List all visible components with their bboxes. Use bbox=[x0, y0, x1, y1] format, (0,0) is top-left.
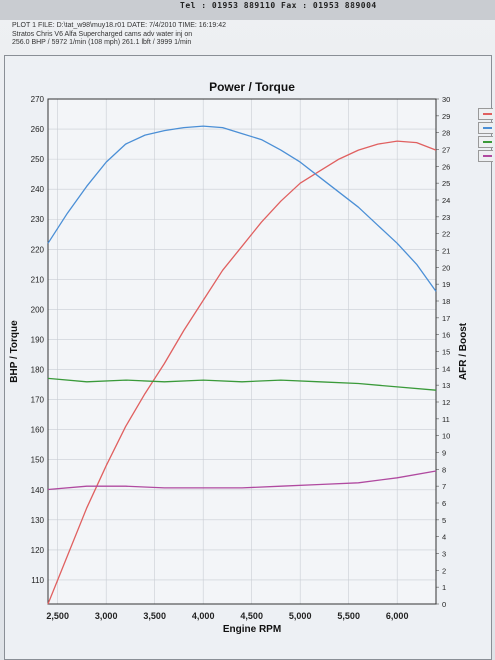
y-left-tick-label: 150 bbox=[31, 456, 45, 465]
y-left-tick-label: 230 bbox=[31, 215, 45, 224]
y-right-tick-label: 30 bbox=[442, 95, 450, 104]
y-right-tick-label: 26 bbox=[442, 162, 450, 171]
y-right-tick-label: 12 bbox=[442, 398, 450, 407]
y-right-tick-label: 7 bbox=[442, 482, 446, 491]
x-tick-label: 5,000 bbox=[289, 611, 312, 621]
y-right-tick-label: 4 bbox=[442, 533, 446, 542]
legend-entry-torque bbox=[478, 122, 493, 134]
x-tick-label: 2,500 bbox=[46, 611, 69, 621]
y-right-tick-label: 16 bbox=[442, 331, 450, 340]
y-left-tick-label: 260 bbox=[31, 125, 45, 134]
y-right-tick-label: 2 bbox=[442, 566, 446, 575]
series-line-power bbox=[47, 140, 437, 605]
legend-swatch-afr bbox=[483, 141, 492, 143]
legend-swatch-power bbox=[483, 113, 492, 115]
y-right-tick-label: 11 bbox=[442, 415, 450, 424]
y-left-tick-label: 170 bbox=[31, 396, 45, 405]
x-tick-label: 6,000 bbox=[386, 611, 409, 621]
y-left-tick-label: 180 bbox=[31, 366, 45, 375]
y-right-tick-label: 1 bbox=[442, 583, 446, 592]
chart-title: Power / Torque bbox=[209, 80, 295, 94]
x-tick-label: 4,500 bbox=[240, 611, 263, 621]
y-right-tick-label: 15 bbox=[442, 348, 450, 357]
legend-swatch-boost bbox=[483, 155, 492, 157]
legend-entry-boost bbox=[478, 150, 493, 162]
y-right-tick-label: 29 bbox=[442, 112, 450, 121]
series-line-boost bbox=[47, 470, 437, 491]
y-left-tick-label: 200 bbox=[31, 305, 45, 314]
y-right-tick-label: 8 bbox=[442, 465, 446, 474]
y-right-tick-label: 20 bbox=[442, 263, 450, 272]
y-left-tick-label: 240 bbox=[31, 185, 45, 194]
series-line-torque bbox=[47, 125, 437, 292]
run-info-line-3: 256.0 BHP / 5972 1/min (108 mph) 261.1 l… bbox=[12, 39, 192, 46]
y-right-tick-label: 21 bbox=[442, 247, 450, 256]
y-left-tick-label: 250 bbox=[31, 155, 45, 164]
legend-entry-power bbox=[478, 108, 493, 120]
y-axis-label-right: AFR / Boost bbox=[458, 322, 469, 380]
series-line-afr bbox=[47, 377, 437, 391]
y-left-tick-label: 220 bbox=[31, 245, 45, 254]
y-axis-label-left: BHP / Torque bbox=[9, 320, 20, 383]
y-left-tick-label: 140 bbox=[31, 486, 45, 495]
y-right-tick-label: 6 bbox=[442, 499, 446, 508]
y-right-tick-label: 27 bbox=[442, 146, 450, 155]
y-left-tick-label: 110 bbox=[31, 576, 44, 585]
y-right-tick-label: 17 bbox=[442, 314, 450, 323]
y-left-tick-label: 210 bbox=[31, 275, 45, 284]
y-right-tick-label: 3 bbox=[442, 550, 446, 559]
y-left-tick-label: 190 bbox=[31, 335, 45, 344]
top-strip bbox=[0, 0, 495, 20]
x-tick-label: 3,000 bbox=[95, 611, 118, 621]
legend-swatch-torque bbox=[483, 127, 492, 129]
y-right-tick-label: 13 bbox=[442, 381, 450, 390]
legend-entry-afr bbox=[478, 136, 493, 148]
y-left-tick-label: 160 bbox=[31, 426, 45, 435]
y-right-tick-label: 0 bbox=[442, 600, 446, 609]
x-axis-label: Engine RPM bbox=[223, 624, 281, 635]
y-left-tick-label: 120 bbox=[31, 546, 45, 555]
x-tick-label: 4,000 bbox=[192, 611, 215, 621]
y-right-tick-label: 5 bbox=[442, 516, 446, 525]
run-info-line-2: Stratos Chris V6 Alfa Supercharged cams … bbox=[12, 30, 193, 38]
x-tick-label: 5,500 bbox=[337, 611, 360, 621]
plot-border bbox=[47, 98, 437, 605]
y-right-tick-label: 9 bbox=[442, 449, 446, 458]
y-right-tick-label: 14 bbox=[442, 364, 450, 373]
y-right-tick-label: 10 bbox=[442, 432, 450, 441]
run-info: PLOT 1 FILE: D:\tat_w98\muy18.r01 DATE: … bbox=[12, 22, 226, 48]
y-right-tick-label: 19 bbox=[442, 280, 450, 289]
x-tick-label: 3,500 bbox=[143, 611, 166, 621]
y-right-tick-label: 22 bbox=[442, 230, 450, 239]
run-info-line-1: PLOT 1 FILE: D:\tat_w98\muy18.r01 DATE: … bbox=[12, 22, 226, 29]
y-right-tick-label: 25 bbox=[442, 179, 450, 188]
y-right-tick-label: 23 bbox=[442, 213, 450, 222]
y-right-tick-label: 24 bbox=[442, 196, 450, 205]
y-left-tick-label: 270 bbox=[31, 95, 45, 104]
y-right-tick-label: 18 bbox=[442, 297, 450, 306]
y-left-tick-label: 130 bbox=[31, 516, 45, 525]
y-right-tick-label: 28 bbox=[442, 129, 450, 138]
contact-line: Tel : 01953 889110 Fax : 01953 889004 bbox=[180, 1, 377, 10]
